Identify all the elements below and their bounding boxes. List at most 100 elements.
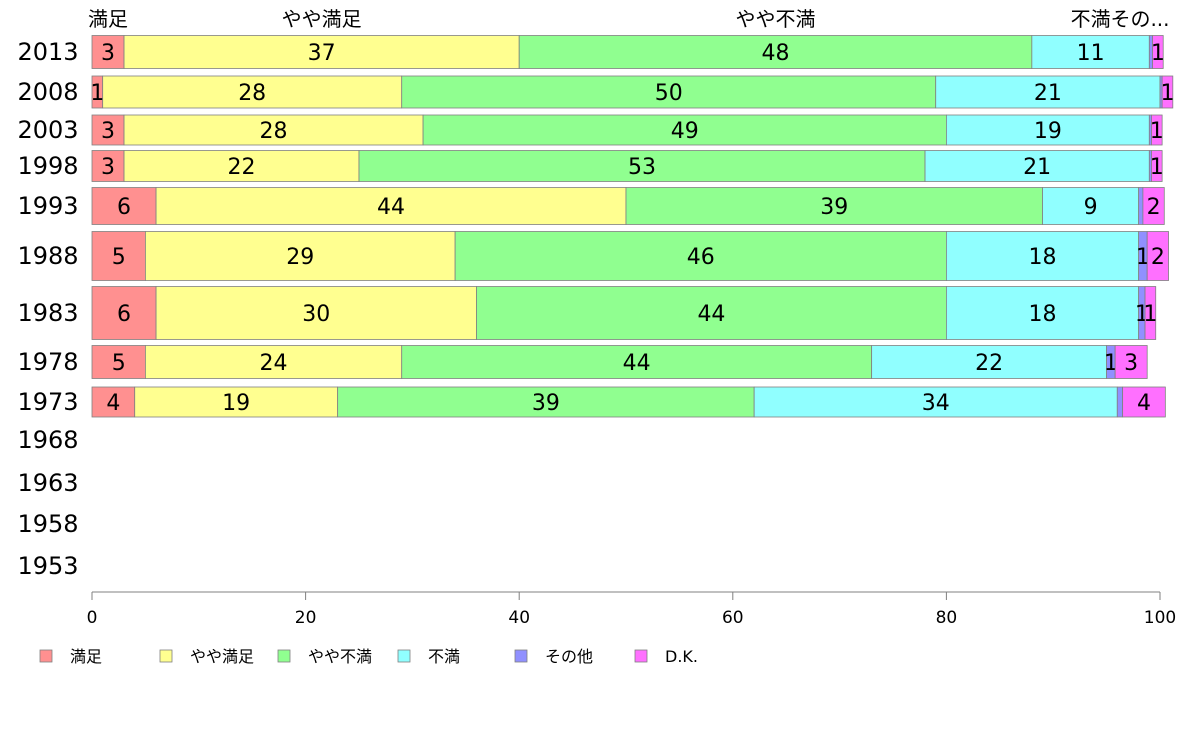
- legend: 満足 やや満足 やや不満 不満 その他 D.K.: [39, 647, 698, 666]
- bar-segment: [935, 75, 1161, 109]
- data-label: 53: [628, 155, 656, 180]
- data-label: 44: [697, 302, 725, 327]
- y-tick-label: 2013: [17, 38, 78, 66]
- bar-segment: [753, 386, 1118, 418]
- bar-segment: [123, 35, 520, 69]
- data-label: 49: [671, 119, 699, 144]
- bar-segment: [946, 231, 1140, 281]
- y-axis-labels: 2013 2008 2003 1998 1993 1988 1983 1978 1973 1968…: [17, 38, 78, 580]
- bar-segment: [454, 231, 947, 281]
- top-category-labels: 満足 やや満足 やや不満 不満 その...: [88, 7, 1170, 31]
- data-label: 2: [1151, 245, 1165, 270]
- data-label: 19: [222, 391, 250, 416]
- bar-segment: [1144, 286, 1157, 340]
- data-label: 9: [1084, 195, 1098, 220]
- x-tick-label: 60: [722, 608, 744, 628]
- data-label: 46: [687, 245, 715, 270]
- data-label: 1: [1150, 155, 1164, 180]
- y-tick-label: 1963: [17, 469, 78, 497]
- legend-swatch: [159, 649, 173, 663]
- legend-swatch: [514, 649, 528, 663]
- legend-swatch: [277, 649, 291, 663]
- bar-segment: [91, 231, 146, 281]
- data-label: 6: [117, 302, 131, 327]
- legend-swatch: [397, 649, 411, 663]
- data-label: 1: [1151, 41, 1165, 66]
- x-axis: 0 20 40 60 80 100: [87, 591, 1176, 628]
- data-label: 30: [302, 302, 330, 327]
- data-label: 18: [1029, 245, 1057, 270]
- bar-segment: [946, 114, 1150, 146]
- legend-swatch: [39, 649, 53, 663]
- bar-segment: [1031, 35, 1150, 69]
- y-tick-label: 1993: [17, 192, 78, 220]
- data-label: 5: [112, 245, 126, 270]
- x-tick-label: 20: [295, 608, 317, 628]
- bar-segment: [144, 345, 403, 379]
- data-label: 1: [90, 81, 104, 106]
- legend-label: D.K.: [665, 647, 698, 666]
- bar-segment: [91, 114, 125, 146]
- bar-segment: [871, 345, 1108, 379]
- bar-segment: [1138, 187, 1144, 225]
- bar-segment: [144, 231, 456, 281]
- top-label: やや満足: [282, 7, 362, 31]
- data-label: 29: [286, 245, 314, 270]
- y-tick-label: 1973: [17, 388, 78, 416]
- data-label: 3: [101, 41, 115, 66]
- data-label: 39: [820, 195, 848, 220]
- bar-segment: [625, 187, 1043, 225]
- legend-label: やや満足: [190, 647, 254, 666]
- bar-segment: [358, 150, 926, 182]
- bar-segment: [518, 35, 1033, 69]
- data-label: 22: [975, 351, 1003, 376]
- y-tick-label: 1988: [17, 242, 78, 270]
- legend-label: その他: [545, 647, 593, 666]
- data-label: 1: [1136, 245, 1150, 270]
- bar-segment: [422, 114, 947, 146]
- x-tick-label: 0: [87, 608, 98, 628]
- data-label: 22: [228, 155, 256, 180]
- data-label: 37: [308, 41, 336, 66]
- data-label: 39: [532, 391, 560, 416]
- bar-segment: [155, 187, 627, 225]
- bar-segment: [1146, 231, 1169, 281]
- data-label: 1: [1104, 351, 1118, 376]
- bar-segment: [1142, 187, 1165, 225]
- y-tick-label: 1958: [17, 510, 78, 538]
- x-tick-label: 80: [936, 608, 958, 628]
- bar-segment: [946, 286, 1140, 340]
- top-label: 不満: [1071, 7, 1111, 31]
- top-label: 満足: [88, 7, 128, 31]
- legend-label: やや不満: [308, 647, 372, 666]
- bar-segment: [91, 345, 146, 379]
- bar-segment: [134, 386, 339, 418]
- data-label: 11: [1077, 41, 1105, 66]
- y-tick-label: 1998: [17, 152, 78, 180]
- bar-segment: [91, 286, 157, 340]
- bar-segment: [1114, 345, 1148, 379]
- y-tick-label: 1983: [17, 299, 78, 327]
- data-label: 34: [922, 391, 950, 416]
- data-label: 28: [260, 119, 288, 144]
- bar-segment: [91, 35, 125, 69]
- data-label: 1: [1143, 302, 1157, 327]
- bar-segment: [1151, 114, 1163, 146]
- legend-label: 不満: [428, 647, 460, 666]
- data-label: 2: [1147, 195, 1161, 220]
- legend-label: 満足: [70, 647, 102, 666]
- bar-segment: [1116, 386, 1124, 418]
- x-tick-label: 100: [1144, 608, 1176, 628]
- bar-segment: [102, 75, 403, 109]
- bar-segment: [1151, 150, 1163, 182]
- data-label: 4: [1137, 391, 1151, 416]
- data-label: 5: [112, 351, 126, 376]
- data-label: 6: [117, 195, 131, 220]
- data-label: 3: [101, 155, 115, 180]
- bar-segment: [1042, 187, 1140, 225]
- y-tick-label: 1968: [17, 426, 78, 454]
- legend-swatch: [634, 649, 648, 663]
- bar-segment: [401, 75, 937, 109]
- data-label: 21: [1023, 155, 1051, 180]
